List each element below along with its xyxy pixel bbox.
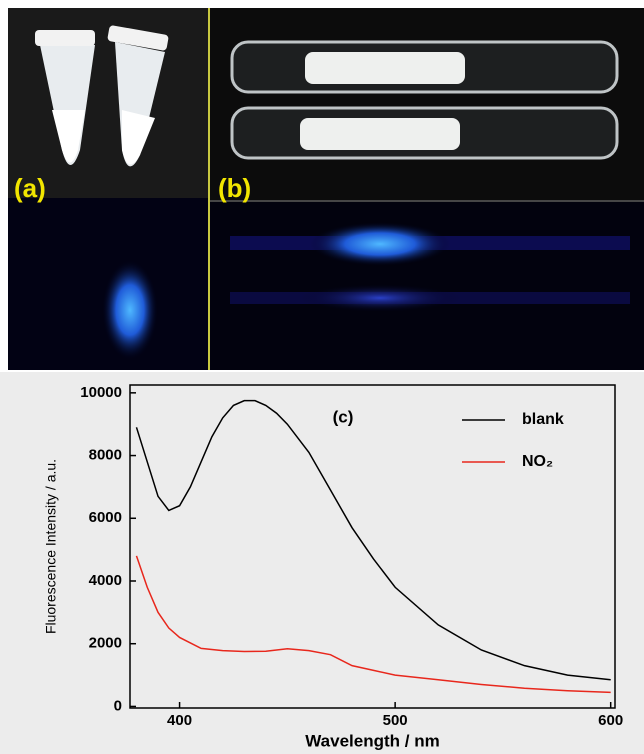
legend-label: blank <box>522 411 564 428</box>
tube-b1 <box>230 40 619 94</box>
y-tick-label: 2000 <box>89 635 122 652</box>
y-tick-label: 4000 <box>89 572 122 589</box>
tube-b2 <box>230 106 619 160</box>
x-axis-label: Wavelength / nm <box>305 731 439 750</box>
series-line <box>135 399 611 681</box>
tube-a1 <box>35 30 95 165</box>
x-tick-label: 400 <box>167 712 192 729</box>
tube-a2 <box>107 25 169 167</box>
annotation: (c) <box>333 407 354 426</box>
x-tick-label: 600 <box>598 712 623 729</box>
panel-label: (b) <box>218 173 251 203</box>
glow-b1 <box>310 222 450 266</box>
photo-b-bottom <box>210 202 644 370</box>
y-tick-label: 8000 <box>89 447 122 464</box>
y-tick-label: 10000 <box>80 384 122 401</box>
y-axis-label: Fluorescence Intensity / a.u. <box>43 459 59 634</box>
glow-b2 <box>300 284 460 312</box>
plot-frame <box>129 384 616 709</box>
glow-a <box>102 260 158 360</box>
photo-b-top <box>210 8 644 200</box>
panel-label: (a) <box>14 173 46 203</box>
y-tick-label: 6000 <box>89 509 122 526</box>
series-line <box>135 555 611 694</box>
y-tick-label: 0 <box>114 697 122 714</box>
chart: 0 2000 4000 6000 8000 10000 400 500 600 Wavelengt… <box>43 384 624 751</box>
x-tick-label: 500 <box>383 712 408 729</box>
legend-label: NO₂ <box>522 453 553 470</box>
chart-background <box>0 372 644 754</box>
